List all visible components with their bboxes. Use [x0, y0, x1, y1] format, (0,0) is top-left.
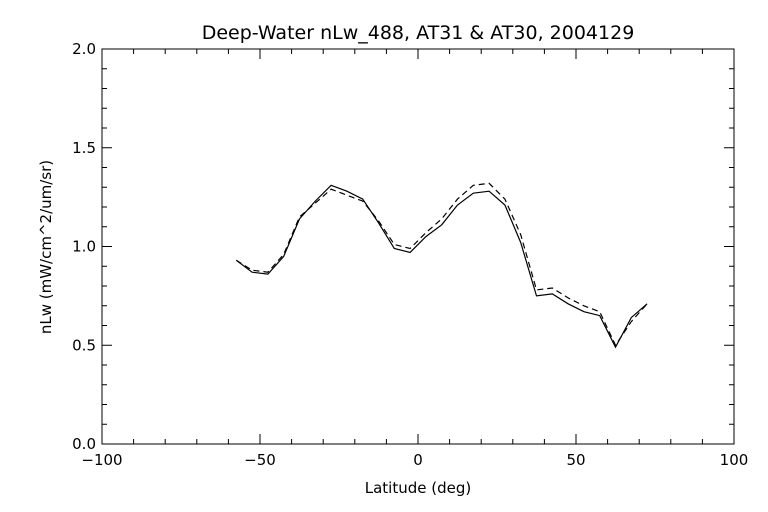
plot-frame: [101, 48, 735, 445]
y-axis-label: nLw (mW/cm^2/um/sr): [37, 160, 55, 334]
x-tick-label: 100: [720, 451, 749, 469]
x-axis-label: Latitude (deg): [365, 479, 471, 497]
y-tick-label: 0.0: [72, 435, 96, 453]
y-tick-label: 1.5: [72, 139, 96, 157]
x-tick-label: −100: [81, 451, 122, 469]
y-tick-label: 1.0: [72, 238, 96, 256]
axis-tick-labels: −100 −50 0 50 100 0.0 0.5 1.0 1.5 2.0: [72, 40, 748, 469]
x-tick-label: 50: [566, 451, 585, 469]
series-line-solid: [235, 184, 648, 349]
series-line-dashed: [235, 182, 648, 347]
y-tick-label: 0.5: [72, 336, 96, 354]
data-series: [235, 182, 648, 349]
x-tick-label: −50: [244, 451, 276, 469]
axis-ticks: [101, 48, 735, 445]
x-tick-label: 0: [413, 451, 423, 469]
y-tick-label: 2.0: [72, 40, 96, 58]
chart-title: Deep-Water nLw_488, AT31 & AT30, 2004129: [202, 22, 635, 44]
